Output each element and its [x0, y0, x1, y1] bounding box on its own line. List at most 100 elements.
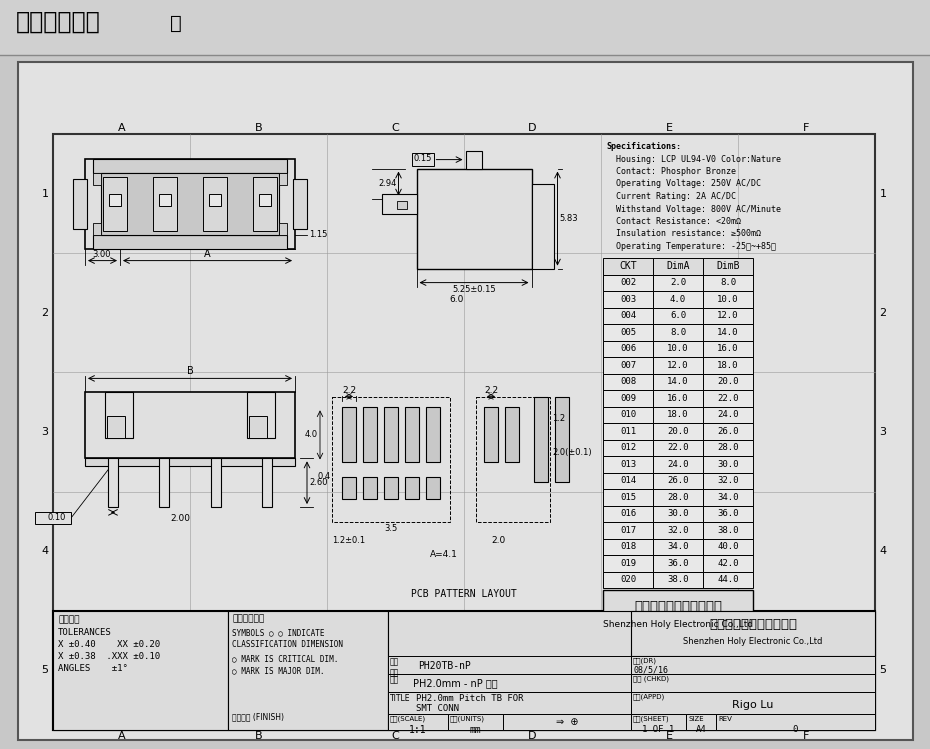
Bar [466, 151, 482, 169]
Text: D: D [528, 123, 537, 133]
Text: 4.0: 4.0 [305, 431, 318, 440]
Bar [107, 416, 125, 438]
Bar [703, 291, 753, 308]
Bar [703, 357, 753, 374]
Text: 張數(SHEET): 張數(SHEET) [633, 716, 670, 722]
Text: 36.0: 36.0 [717, 509, 738, 518]
Text: 3: 3 [880, 427, 886, 437]
Bar [505, 407, 519, 462]
Bar [703, 341, 753, 357]
Text: B: B [255, 731, 262, 741]
Text: 2.0(±0.1): 2.0(±0.1) [552, 448, 591, 457]
Text: 28.0: 28.0 [717, 443, 738, 452]
Bar [109, 193, 121, 205]
Text: 08/5/16: 08/5/16 [633, 666, 668, 675]
Bar [631, 714, 686, 730]
Text: ○ MARK IS CRITICAL DIM.: ○ MARK IS CRITICAL DIM. [232, 655, 339, 664]
Bar [603, 390, 653, 407]
Text: 20.0: 20.0 [717, 377, 738, 386]
Bar [653, 571, 703, 588]
Text: 3: 3 [42, 427, 48, 437]
Text: 002: 002 [620, 279, 636, 288]
Text: 2: 2 [42, 308, 48, 318]
Text: PH20TB-nP: PH20TB-nP [418, 661, 471, 671]
Bar [448, 714, 503, 730]
Text: Contact: Phosphor Bronze: Contact: Phosphor Bronze [606, 167, 736, 176]
Text: 一般公差: 一般公差 [58, 616, 79, 625]
Bar [108, 458, 118, 507]
Bar [603, 539, 653, 555]
Text: 18.0: 18.0 [667, 410, 689, 419]
Bar [703, 258, 753, 275]
Bar [388, 610, 875, 730]
Text: 26.0: 26.0 [717, 427, 738, 436]
Text: 30.0: 30.0 [667, 509, 689, 518]
Text: 017: 017 [620, 526, 636, 535]
Text: CLASSIFICATION DIMENSION: CLASSIFICATION DIMENSION [232, 640, 343, 649]
Text: A: A [205, 249, 211, 258]
Text: 32.0: 32.0 [667, 526, 689, 535]
Text: 10.0: 10.0 [667, 345, 689, 354]
Text: 在线图纸下载: 在线图纸下载 [16, 10, 100, 34]
Text: 38.0: 38.0 [717, 526, 738, 535]
Text: B: B [255, 123, 262, 133]
Bar [703, 324, 753, 341]
Bar [653, 357, 703, 374]
Bar [603, 489, 653, 506]
Bar [532, 184, 553, 269]
Text: Withstand Voltage: 800V AC/Minute: Withstand Voltage: 800V AC/Minute [606, 204, 781, 213]
Text: 34.0: 34.0 [717, 493, 738, 502]
Bar [0, 0, 930, 55]
Text: Housing: LCP UL94-V0 Color:Nature: Housing: LCP UL94-V0 Color:Nature [606, 154, 781, 163]
Bar [603, 590, 753, 635]
Text: 38.0: 38.0 [667, 575, 689, 584]
Bar [603, 555, 653, 571]
Bar [653, 390, 703, 407]
Bar [703, 456, 753, 473]
Bar [228, 610, 388, 730]
Bar [388, 714, 448, 730]
Bar [93, 159, 287, 172]
Bar [384, 477, 398, 500]
Text: A4: A4 [696, 725, 707, 734]
Text: 4.0: 4.0 [670, 295, 686, 304]
Text: mm: mm [469, 725, 481, 735]
Text: 檢驗尺寸標示: 檢驗尺寸標示 [232, 615, 264, 624]
Bar [53, 610, 875, 730]
Bar [603, 423, 653, 440]
Text: 16.0: 16.0 [667, 394, 689, 403]
Text: PCB PATTERN LAYOUT: PCB PATTERN LAYOUT [411, 589, 517, 599]
Bar [603, 506, 653, 522]
Bar [603, 374, 653, 390]
Bar [631, 656, 875, 674]
Bar [93, 222, 101, 234]
Text: 審核 (CHKD): 審核 (CHKD) [633, 676, 669, 682]
Bar [716, 714, 875, 730]
Text: 006: 006 [620, 345, 636, 354]
Text: 4: 4 [42, 546, 48, 557]
Bar [159, 193, 171, 205]
Bar [388, 692, 631, 714]
Text: 010: 010 [620, 410, 636, 419]
Text: 2: 2 [880, 308, 886, 318]
Bar [555, 398, 569, 482]
Bar [703, 571, 753, 588]
Text: 0.4: 0.4 [317, 473, 330, 482]
Bar [103, 177, 127, 231]
Text: 品名: 品名 [390, 676, 399, 685]
Bar [703, 522, 753, 539]
Bar [603, 291, 653, 308]
Bar [203, 177, 227, 231]
Text: 0: 0 [792, 725, 798, 734]
Text: 單位(UNITS): 單位(UNITS) [450, 716, 485, 722]
Bar [363, 477, 377, 500]
Bar [73, 178, 87, 228]
Bar [381, 193, 417, 213]
Text: 009: 009 [620, 394, 636, 403]
Text: E: E [666, 123, 673, 133]
Text: 004: 004 [620, 312, 636, 321]
Bar [603, 258, 653, 275]
Bar [503, 714, 631, 730]
Text: 40.0: 40.0 [717, 542, 738, 551]
Bar [405, 407, 419, 462]
